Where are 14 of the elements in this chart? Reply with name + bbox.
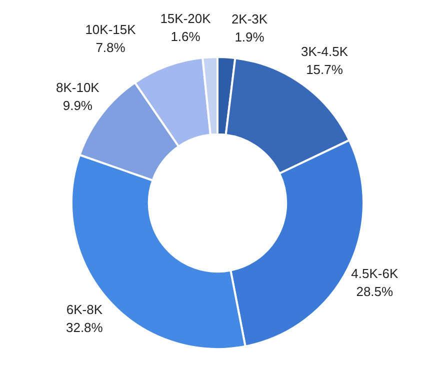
slice-label: 10K-15K [85,22,136,37]
data-label: 28.5% [356,284,394,300]
slice-label: 2K-3K [231,11,268,26]
data-label: 1.6% [170,29,201,44]
data-label: 32.8% [66,320,104,336]
data-label: 1.9% [234,29,265,44]
data-label: 15.7% [306,62,344,78]
slice-label: 6K-8K [66,302,103,318]
data-label: 9.9% [62,98,93,114]
slice-label: 15K-20K [160,11,212,26]
data-label: 7.8% [96,40,126,55]
slice-label: 4.5K-6K [351,266,398,282]
slice-label: 3K-4.5K [301,44,348,60]
slice-label: 8K-10K [56,80,100,96]
